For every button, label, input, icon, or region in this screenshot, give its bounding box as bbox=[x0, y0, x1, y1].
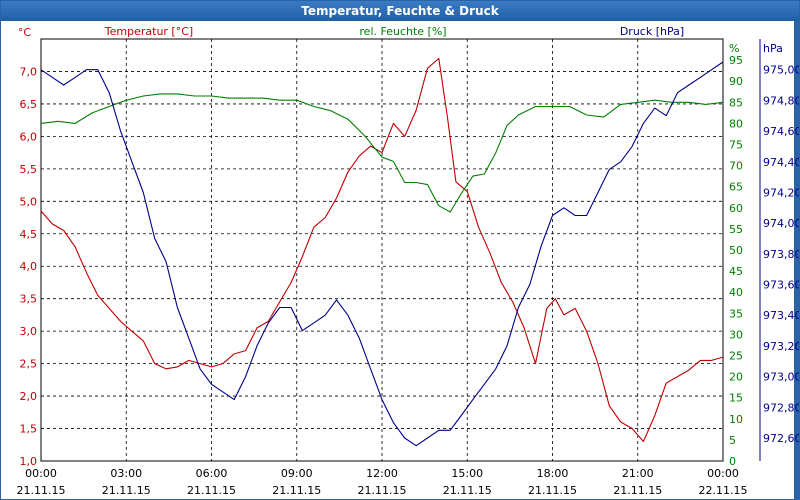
right-tick-label: 973,60 bbox=[763, 279, 799, 292]
mid-tick-label: 75 bbox=[729, 139, 743, 152]
right-tick-label: 974,00 bbox=[763, 217, 799, 230]
left-tick-label: 6,5 bbox=[20, 98, 38, 111]
mid-tick-label: 35 bbox=[729, 307, 743, 320]
right-tick-label: 973,20 bbox=[763, 340, 799, 353]
x-tick-time: 21:00 bbox=[622, 467, 654, 480]
mid-tick-label: 5 bbox=[729, 434, 736, 447]
mid-tick-label: 10 bbox=[729, 413, 743, 426]
right-axis-unit: hPa bbox=[763, 42, 783, 55]
right-tick-label: 973,00 bbox=[763, 371, 799, 384]
left-tick-label: 3,5 bbox=[20, 293, 38, 306]
plot-frame bbox=[40, 38, 724, 462]
left-tick-label: 1,5 bbox=[20, 423, 38, 436]
left-tick-label: 1,0 bbox=[20, 455, 38, 468]
x-tick-date: 21.11.15 bbox=[187, 484, 236, 497]
mid-tick-label: 65 bbox=[729, 181, 743, 194]
right-tick-label: 972,60 bbox=[763, 432, 799, 445]
left-tick-label: 5,5 bbox=[20, 163, 38, 176]
left-axis-unit: °C bbox=[18, 26, 32, 39]
x-tick-time: 06:00 bbox=[196, 467, 228, 480]
mid-tick-label: 15 bbox=[729, 392, 743, 405]
x-tick-date: 21.11.15 bbox=[272, 484, 321, 497]
pressure-line bbox=[40, 61, 724, 447]
x-tick-time: 00:00 bbox=[25, 467, 57, 480]
mid-tick-label: 70 bbox=[729, 160, 743, 173]
right-tick-label: 974,80 bbox=[763, 94, 799, 107]
mid-tick-label: 55 bbox=[729, 223, 743, 236]
left-tick-label: 4,5 bbox=[20, 228, 38, 241]
x-tick-time: 00:00 bbox=[707, 467, 739, 480]
temperature-line bbox=[40, 57, 724, 443]
left-tick-label: 2,5 bbox=[20, 358, 38, 371]
x-tick-time: 15:00 bbox=[451, 467, 483, 480]
x-tick-date: 21.11.15 bbox=[528, 484, 577, 497]
legend-temperature: Temperatur [°C] bbox=[104, 25, 193, 38]
right-tick-label: 974,40 bbox=[763, 156, 799, 169]
legend-humidity: rel. Feuchte [%] bbox=[359, 25, 446, 38]
right-tick-label: 974,20 bbox=[763, 186, 799, 199]
mid-tick-label: 0 bbox=[729, 455, 736, 468]
weather-chart: 1,0 1,5 2,0 2,5 3,0 3,5 4,0 4,5 5,0 5,5 6,0 6,5 7,0 0… bbox=[17, 25, 799, 497]
window-title: Temperatur, Feuchte & Druck bbox=[1, 1, 799, 21]
left-tick-label: 3,0 bbox=[20, 325, 38, 338]
x-tick-time: 03:00 bbox=[110, 467, 142, 480]
x-tick-date: 21.11.15 bbox=[17, 484, 66, 497]
x-tick-date: 21.11.15 bbox=[102, 484, 151, 497]
left-tick-label: 4,0 bbox=[20, 260, 38, 273]
x-tick-date: 21.11.15 bbox=[358, 484, 407, 497]
mid-tick-label: 45 bbox=[729, 265, 743, 278]
mid-tick-label: 95 bbox=[729, 54, 743, 67]
humidity-line bbox=[40, 93, 724, 213]
mid-tick-label: 20 bbox=[729, 371, 743, 384]
mid-tick-label: 40 bbox=[729, 286, 743, 299]
x-tick-time: 18:00 bbox=[537, 467, 569, 480]
left-tick-label: 2,0 bbox=[20, 390, 38, 403]
mid-axis-unit: % bbox=[729, 42, 739, 55]
left-tick-label: 7,0 bbox=[20, 65, 38, 78]
mid-tick-label: 50 bbox=[729, 244, 743, 257]
x-tick-time: 12:00 bbox=[366, 467, 398, 480]
right-tick-label: 972,80 bbox=[763, 401, 799, 414]
mid-tick-label: 30 bbox=[729, 328, 743, 341]
window-border-right bbox=[794, 21, 799, 499]
mid-tick-label: 85 bbox=[729, 96, 743, 109]
x-tick-date: 21.11.15 bbox=[443, 484, 492, 497]
mid-tick-label: 90 bbox=[729, 75, 743, 88]
mid-tick-label: 60 bbox=[729, 202, 743, 215]
mid-tick-label: 80 bbox=[729, 117, 743, 130]
right-tick-label: 975,00 bbox=[763, 64, 799, 77]
mid-tick-label: 25 bbox=[729, 350, 743, 363]
legend-pressure: Druck [hPa] bbox=[620, 25, 684, 38]
right-tick-label: 973,80 bbox=[763, 248, 799, 261]
x-tick-date: 21.11.15 bbox=[613, 484, 662, 497]
right-tick-label: 974,60 bbox=[763, 125, 799, 138]
left-tick-label: 5,0 bbox=[20, 195, 38, 208]
left-tick-label: 6,0 bbox=[20, 130, 38, 143]
x-tick-date: 22.11.15 bbox=[699, 484, 748, 497]
right-tick-label: 973,40 bbox=[763, 309, 799, 322]
x-tick-time: 09:00 bbox=[281, 467, 313, 480]
